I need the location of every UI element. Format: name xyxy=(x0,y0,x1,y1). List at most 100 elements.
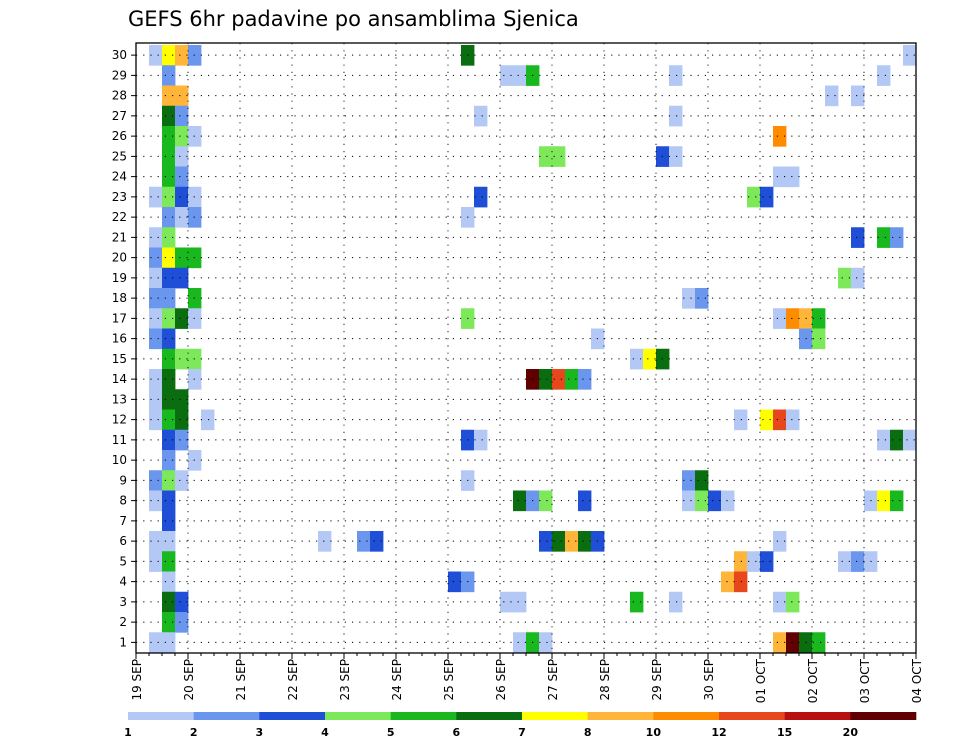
heatmap-cell xyxy=(175,126,189,147)
y-tick-label: 1 xyxy=(119,635,127,649)
heatmap-cell xyxy=(695,288,709,309)
x-tick-label: 01 OCT xyxy=(754,658,768,703)
heatmap-cell xyxy=(825,85,839,107)
heatmap-cell xyxy=(175,389,189,410)
heatmap-cell xyxy=(149,409,163,431)
grid-layer xyxy=(136,43,916,653)
y-tick-label: 5 xyxy=(119,554,127,568)
y-tick-label: 29 xyxy=(112,68,127,82)
heatmap-cell xyxy=(734,551,748,572)
colorbar-tick-label: 10 xyxy=(646,726,662,739)
heatmap-cell xyxy=(175,146,189,167)
y-tick-label: 21 xyxy=(112,230,127,244)
heatmap-cell xyxy=(175,429,189,451)
heatmap-cell xyxy=(539,369,553,390)
heatmap-cell xyxy=(175,247,189,269)
heatmap-cell xyxy=(682,490,696,512)
heatmap-cell xyxy=(773,126,787,147)
heatmap-cell xyxy=(149,551,163,572)
heatmap-cell xyxy=(630,348,644,370)
heatmap-cell xyxy=(565,531,579,552)
heatmap-cell xyxy=(760,409,774,431)
heatmap-cell xyxy=(175,612,189,633)
heatmap-cell xyxy=(747,186,761,208)
x-tick-label: 04 OCT xyxy=(910,658,924,703)
colorbar-segment xyxy=(193,712,260,720)
x-tick-label: 03 OCT xyxy=(858,658,872,703)
heatmap-cell xyxy=(877,65,891,86)
y-tick-label: 17 xyxy=(112,311,127,325)
heatmap-cell xyxy=(669,146,683,167)
heatmap-cell xyxy=(474,429,488,451)
heatmap-cell xyxy=(175,85,189,107)
heatmap-cell xyxy=(162,146,176,167)
heatmap-cell xyxy=(760,186,774,208)
heatmap-cell xyxy=(175,409,189,431)
colorbar-segment xyxy=(325,712,391,720)
heatmap-cell xyxy=(175,105,189,127)
heatmap-cell xyxy=(175,308,189,329)
heatmap-cell xyxy=(513,65,527,86)
colorbar-segment xyxy=(390,712,457,720)
heatmap-cell xyxy=(162,85,176,107)
colorbar-tick-label: 8 xyxy=(584,726,592,739)
colorbar-segment xyxy=(128,712,194,720)
heatmap-cell xyxy=(162,429,176,451)
heatmap-cell xyxy=(812,328,826,350)
x-tick-label: 29 SEP xyxy=(650,659,664,701)
y-tick-label: 13 xyxy=(112,392,127,406)
heatmap-cell xyxy=(149,227,163,248)
heatmap-cell xyxy=(474,186,488,208)
heatmap-cell xyxy=(162,267,176,289)
heatmap-cell xyxy=(552,369,566,390)
heatmap-cell xyxy=(890,429,904,451)
colorbar: 1 2 3 4 5 6 7 8 10 12 15 20 xyxy=(124,712,917,739)
heatmap-cell xyxy=(513,591,527,613)
heatmap-cell xyxy=(812,308,826,329)
heatmap-cell xyxy=(552,531,566,552)
x-tick-label: 26 SEP xyxy=(494,659,508,701)
y-tick-label: 6 xyxy=(119,534,127,548)
heatmap-cell xyxy=(162,105,176,127)
x-tick-label: 20 SEP xyxy=(182,659,196,701)
heatmap-cell xyxy=(175,348,189,370)
heatmap-cell xyxy=(162,247,176,269)
y-tick-label: 28 xyxy=(112,89,127,103)
heatmap-cell xyxy=(747,551,761,572)
heatmap-cell xyxy=(162,632,176,653)
heatmap-cell xyxy=(149,369,163,390)
heatmap-cell xyxy=(149,247,163,269)
heatmap-cell xyxy=(786,166,800,188)
heatmap-cell xyxy=(643,348,657,370)
heatmap-cell xyxy=(630,591,644,613)
heatmap-cell xyxy=(786,409,800,431)
colorbar-tick-label: 20 xyxy=(843,726,859,739)
heatmap-cell xyxy=(539,632,553,653)
y-tick-label: 19 xyxy=(112,271,127,285)
colorbar-tick-label: 4 xyxy=(321,726,329,739)
heatmap-cell xyxy=(162,348,176,370)
x-tick-label: 22 SEP xyxy=(286,659,300,701)
heatmap-cell xyxy=(851,551,865,572)
heatmap-cell xyxy=(162,551,176,572)
heatmap-cell xyxy=(890,227,904,248)
heatmap-cell xyxy=(812,632,826,653)
heatmap-cell xyxy=(162,186,176,208)
y-tick-label: 27 xyxy=(112,109,127,123)
colorbar-tick-label: 5 xyxy=(387,726,395,739)
heatmap-cell xyxy=(669,65,683,86)
chart-title: GEFS 6hr padavine po ansamblima Sjenica xyxy=(128,7,579,31)
colorbar-segment xyxy=(850,712,917,720)
heatmap-cell xyxy=(851,267,865,289)
heatmap-cell xyxy=(162,126,176,147)
heatmap-cell xyxy=(721,571,735,593)
heatmap-cell xyxy=(734,571,748,593)
x-tick-label: 19 SEP xyxy=(130,659,144,701)
heatmap-cell xyxy=(162,450,176,471)
x-tick-label: 24 SEP xyxy=(390,659,404,701)
y-axis: 1234567891011121314151617181920212223242… xyxy=(112,48,136,649)
cells-layer xyxy=(149,45,917,653)
heatmap-cell xyxy=(149,470,163,491)
x-tick-label: 23 SEP xyxy=(338,659,352,701)
y-tick-label: 10 xyxy=(112,453,127,467)
